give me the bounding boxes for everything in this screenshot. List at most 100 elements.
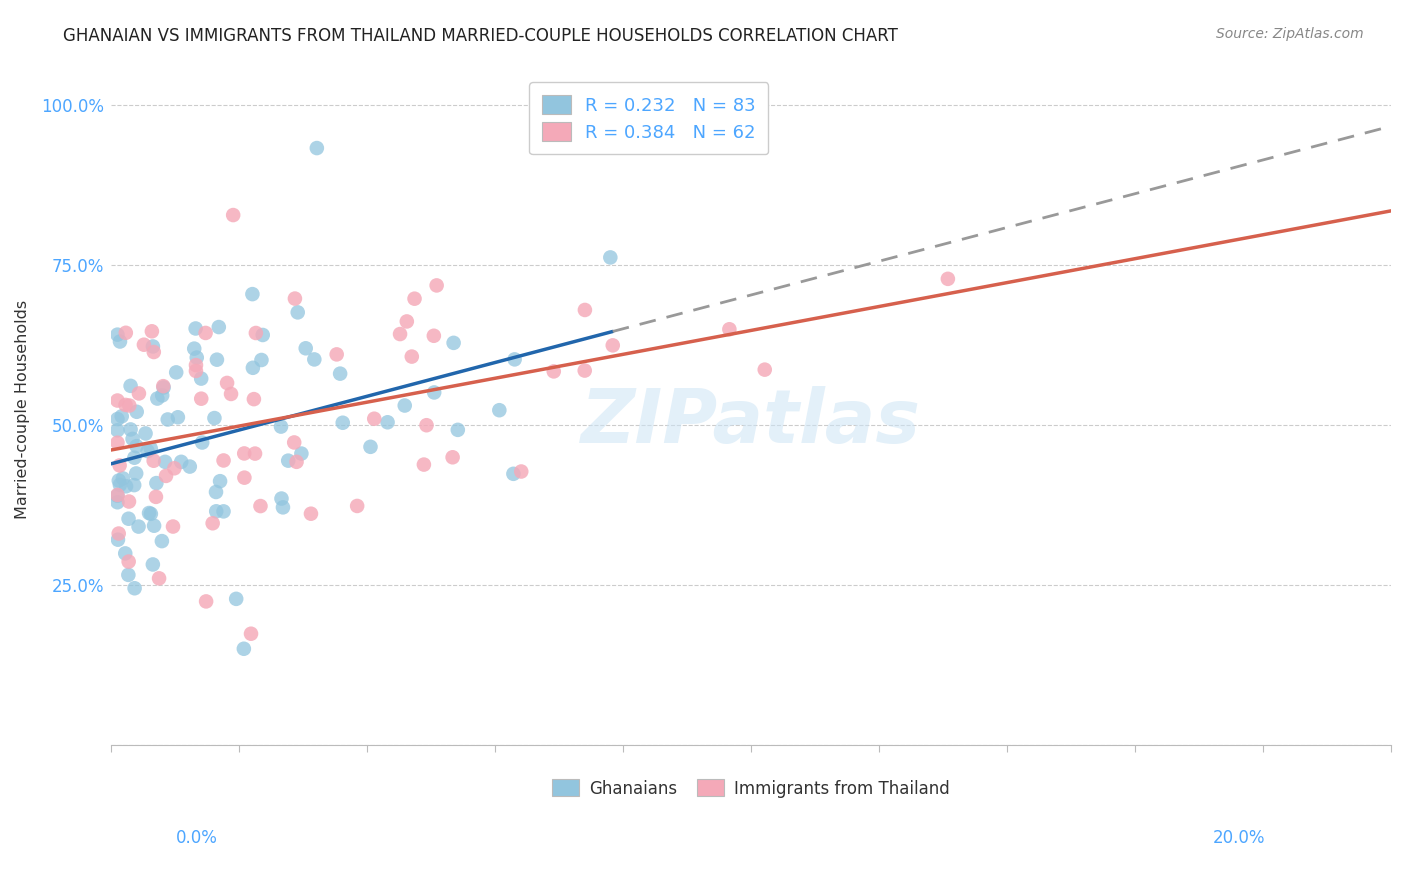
Point <box>325 347 347 361</box>
Point <box>245 326 267 340</box>
Text: 0.0%: 0.0% <box>176 829 218 847</box>
Point <box>233 470 256 484</box>
Text: ZIPatlas: ZIPatlas <box>581 386 921 459</box>
Point <box>287 305 309 319</box>
Point <box>360 440 382 454</box>
Point <box>190 371 212 385</box>
Point <box>142 454 165 468</box>
Point <box>138 506 160 520</box>
Point <box>150 534 173 549</box>
Point <box>209 474 232 488</box>
Point <box>225 591 247 606</box>
Point <box>142 558 165 572</box>
Point <box>114 326 136 340</box>
Point <box>195 594 218 608</box>
Point <box>441 450 464 465</box>
Point <box>139 507 162 521</box>
Point <box>389 326 412 341</box>
Point <box>142 345 165 359</box>
Point <box>150 388 173 402</box>
Point <box>332 416 354 430</box>
Point <box>141 324 163 338</box>
Point <box>404 292 426 306</box>
Point <box>503 352 526 367</box>
Point <box>284 292 307 306</box>
Point <box>190 392 212 406</box>
Point <box>285 455 308 469</box>
Point <box>152 379 174 393</box>
Point <box>142 339 165 353</box>
Point <box>120 379 142 393</box>
Point <box>232 641 254 656</box>
Point <box>395 314 418 328</box>
Point <box>107 327 129 342</box>
Point <box>602 338 624 352</box>
Point <box>136 444 159 458</box>
Point <box>121 432 143 446</box>
Point <box>243 392 266 406</box>
Point <box>184 364 207 378</box>
Point <box>128 519 150 533</box>
Text: GHANAIAN VS IMMIGRANTS FROM THAILAND MARRIED-COUPLE HOUSEHOLDS CORRELATION CHART: GHANAIAN VS IMMIGRANTS FROM THAILAND MAR… <box>63 27 898 45</box>
Point <box>270 491 292 506</box>
Point <box>415 418 437 433</box>
Point <box>304 352 326 367</box>
Point <box>179 459 201 474</box>
Point <box>117 567 139 582</box>
Point <box>401 350 423 364</box>
Point <box>329 367 352 381</box>
Point <box>443 335 465 350</box>
Point <box>135 426 157 441</box>
Text: Source: ZipAtlas.com: Source: ZipAtlas.com <box>1216 27 1364 41</box>
Point <box>217 376 239 390</box>
Point <box>107 489 129 503</box>
Point <box>125 467 148 481</box>
Point <box>163 461 186 475</box>
Point <box>117 512 139 526</box>
Point <box>412 458 434 472</box>
Point <box>143 518 166 533</box>
Point <box>936 272 959 286</box>
Point <box>114 398 136 412</box>
Point <box>233 446 256 460</box>
Point <box>363 411 385 425</box>
Point <box>120 422 142 436</box>
Point <box>543 364 565 378</box>
Point <box>186 351 208 365</box>
Point <box>194 326 217 340</box>
Point <box>599 251 621 265</box>
Point <box>132 337 155 351</box>
Point <box>152 380 174 394</box>
Point <box>240 626 263 640</box>
Point <box>205 504 228 518</box>
Point <box>283 435 305 450</box>
Point <box>155 469 177 483</box>
Point <box>165 365 187 379</box>
Point <box>111 471 134 485</box>
Point <box>191 435 214 450</box>
Point <box>754 362 776 376</box>
Point <box>299 507 322 521</box>
Point <box>346 499 368 513</box>
Point <box>205 352 228 367</box>
Point <box>107 412 129 426</box>
Point <box>115 479 138 493</box>
Point <box>153 455 176 469</box>
Point <box>277 453 299 467</box>
Point <box>107 474 129 488</box>
Point <box>184 358 207 372</box>
Point <box>205 485 228 500</box>
Point <box>201 516 224 531</box>
Point <box>167 410 190 425</box>
Legend: Ghanaians, Immigrants from Thailand: Ghanaians, Immigrants from Thailand <box>546 772 956 805</box>
Point <box>122 478 145 492</box>
Point <box>118 555 141 569</box>
Point <box>125 405 148 419</box>
Point <box>423 328 446 343</box>
Point <box>208 320 231 334</box>
Point <box>108 478 131 492</box>
Point <box>243 447 266 461</box>
Point <box>574 302 596 317</box>
Point <box>447 423 470 437</box>
Point <box>219 387 242 401</box>
